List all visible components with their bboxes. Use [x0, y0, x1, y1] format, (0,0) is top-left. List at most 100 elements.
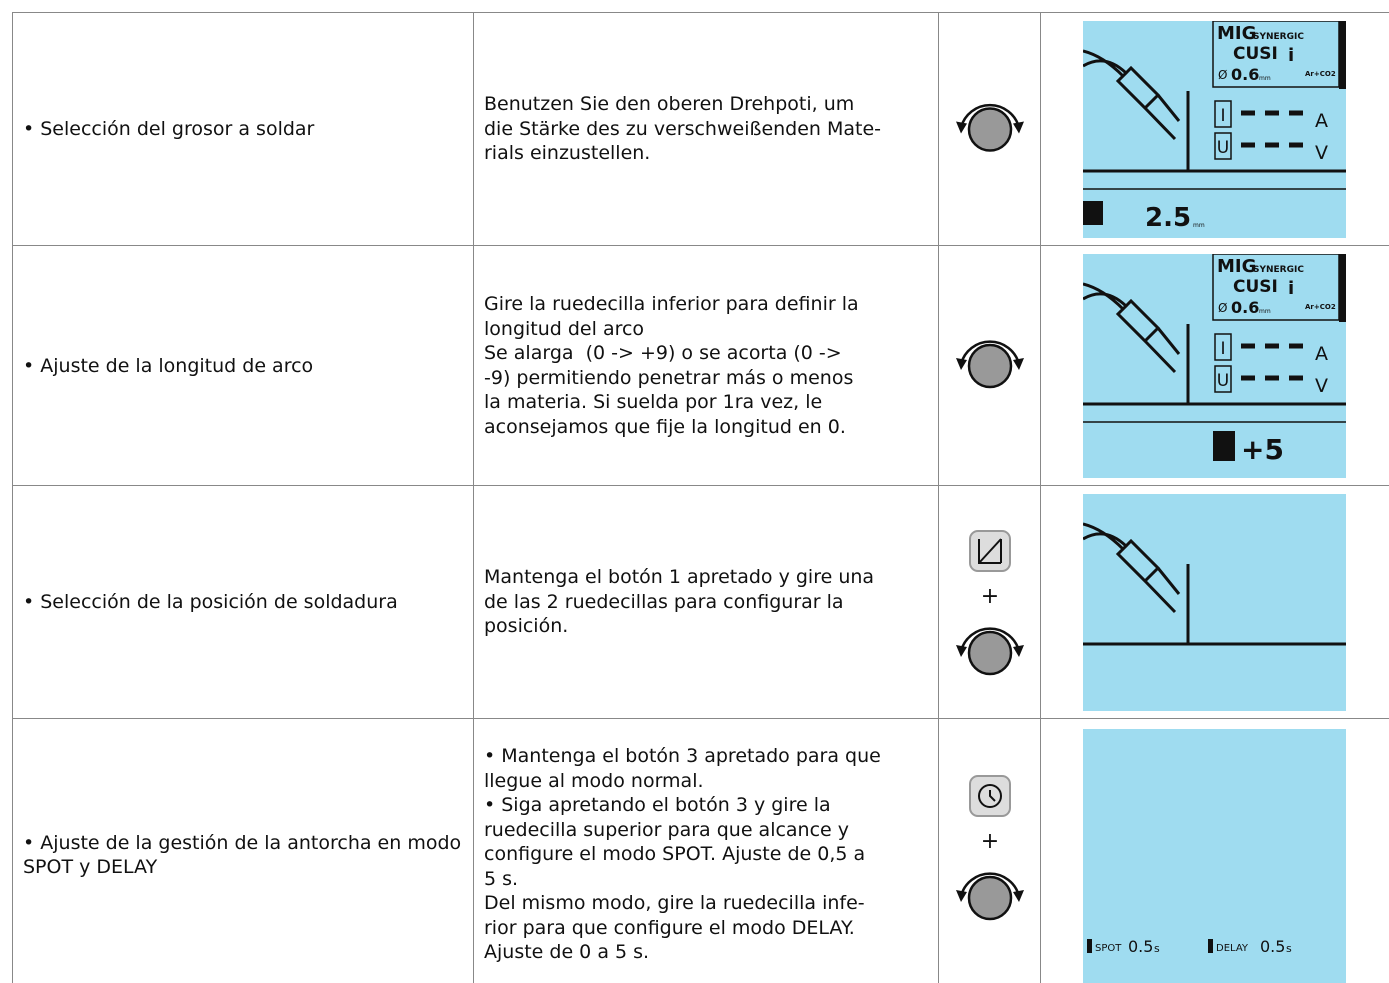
label-text: • Ajuste de la gestión de la antorcha en… [23, 831, 462, 878]
controls [938, 12, 1040, 245]
lcd-value: 2.5 [1145, 203, 1191, 233]
description-line: -9) permitiendo penetrar más o menos [484, 366, 854, 389]
label-text: • Selección de la posición de soldadura [23, 591, 398, 613]
description-line: rials einzustellen. [484, 142, 651, 165]
controls-graphic [956, 340, 1024, 389]
lcd-current-unit: A [1315, 343, 1328, 365]
lcd-synergic: SYNERGIC [1253, 265, 1304, 275]
lcd-mode: MIG [1217, 23, 1256, 44]
lcd-spot: SPOT [1095, 943, 1122, 954]
clock-hands [989, 790, 996, 802]
row-label: • Ajuste de la gestión de la antorcha en… [12, 718, 473, 983]
description-line: 5 s. [484, 867, 519, 890]
lcd-diameter: 0.6 [1231, 65, 1259, 84]
lcd-bg [1083, 729, 1346, 983]
description-line: Ajuste de 0 a 5 s. [484, 941, 650, 964]
row-label: • Selección del grosor a soldar [12, 12, 473, 245]
lcd-box [1214, 100, 1232, 128]
row-description: Gire la ruedecilla inferior para definir… [473, 245, 938, 485]
lcd-spot-value: 0.5 [1128, 937, 1153, 956]
controls-graphic [956, 103, 1024, 152]
lcd-info: i [1288, 278, 1294, 299]
description-line: la materia. Si suelda por 1ra vez, le [484, 391, 823, 413]
label-text: • Ajuste de la longitud de arco [23, 354, 314, 377]
description-line: rior para que configure el modo DELAY. [484, 916, 855, 939]
side-bar [1339, 254, 1346, 322]
torch [1083, 49, 1181, 141]
lcd-current: I [1220, 106, 1225, 126]
lcd-bg [1083, 21, 1346, 238]
lcd-voltage-unit: V [1315, 142, 1328, 164]
display: MIG SYNERGIC CUSI i Ø 0.6 mm Ar+CO2 I A U V +5 [1040, 245, 1389, 485]
lcd-box [1214, 132, 1232, 160]
lcd-voltage-unit: V [1315, 375, 1328, 397]
description-line: Mantenga el botón 1 apretado y gire una [484, 566, 875, 589]
description-line: • Siga apretando el botón 3 y gire la [484, 794, 831, 817]
torch [1083, 522, 1181, 614]
lcd-voltage: U [1217, 138, 1229, 158]
lcd-value-unit: mm [1193, 222, 1205, 229]
lcd [1083, 494, 1346, 711]
lcd-material: CUSI [1233, 44, 1278, 64]
lcd-marker [1087, 939, 1092, 953]
controls: + [938, 718, 1040, 983]
lcd-icon [1083, 201, 1103, 225]
description-line: Gire la ruedecilla inferior para definir… [484, 293, 859, 315]
button-icon [978, 784, 1002, 808]
description-line: llegue al modo normal. [484, 769, 704, 792]
controls: + [938, 485, 1040, 718]
lcd-diameter-symbol: Ø [1218, 301, 1227, 315]
controls [938, 245, 1040, 485]
row-description: • Mantenga el botón 3 apretado para que l… [473, 718, 938, 983]
knob [967, 875, 1013, 921]
row-description: Benutzen Sie den oberen Drehpoti, um die … [473, 12, 938, 245]
lcd-current: I [1220, 339, 1225, 359]
button-icon [978, 538, 1002, 564]
lcd-diameter: 0.6 [1231, 298, 1259, 317]
description-line: die Stärke des zu verschweißenden Mate- [484, 117, 882, 140]
knob [967, 630, 1013, 676]
display [1040, 485, 1389, 718]
row-label: • Ajuste de la longitud de arco [12, 245, 473, 485]
lcd: SPOT 0.5 s DELAY 0.5 s [1083, 729, 1346, 983]
lcd-delay-value: 0.5 [1260, 937, 1285, 956]
lcd-box [1214, 365, 1232, 393]
lcd-mode: MIG [1217, 256, 1256, 277]
controls-graphic: + [956, 775, 1024, 921]
description-line: • Mantenga el botón 3 apretado para que [484, 745, 881, 768]
description-line: longitud del arco [484, 317, 645, 340]
lcd-delay: DELAY [1216, 943, 1249, 954]
description-line: Se alarga (0 -> +9) o se acorta (0 -> [484, 342, 842, 364]
plus: + [981, 584, 999, 609]
description-line: Benutzen Sie den oberen Drehpoti, um [484, 93, 855, 116]
lcd-delay-unit: s [1286, 942, 1292, 955]
lcd-box [1214, 333, 1232, 361]
lcd-diameter-symbol: Ø [1218, 68, 1227, 82]
display: SPOT 0.5 s DELAY 0.5 s [1040, 718, 1389, 983]
lcd-spot-unit: s [1154, 942, 1160, 955]
row-label: • Selección de la posición de soldadura [12, 485, 473, 718]
description-line: configure el modo SPOT. Ajuste de 0,5 a [484, 843, 866, 866]
plus: + [981, 829, 999, 854]
lcd-bg [1083, 494, 1346, 711]
knob-arrow [959, 103, 1021, 128]
lcd-gas: Ar+CO2 [1305, 70, 1336, 78]
knob-arrow [959, 340, 1021, 365]
row-description: Mantenga el botón 1 apretado y gire una d… [473, 485, 938, 718]
lcd-synergic: SYNERGIC [1253, 32, 1304, 42]
lcd-current-unit: A [1315, 110, 1328, 132]
description-line: aconsejamos que fije la longitud en 0. [484, 415, 846, 438]
torch [1083, 282, 1181, 374]
description-line: ruedecilla superior para que alcance y [484, 818, 850, 841]
lcd-icon [1213, 431, 1235, 461]
knob-arrow [959, 627, 1021, 652]
knob [967, 343, 1013, 389]
controls-graphic: + [956, 530, 1024, 676]
lcd-diameter-unit: mm [1259, 75, 1271, 82]
lcd-arc: +5 [1241, 433, 1284, 466]
lcd-gas: Ar+CO2 [1305, 303, 1336, 311]
description-line: posición. [484, 615, 569, 638]
